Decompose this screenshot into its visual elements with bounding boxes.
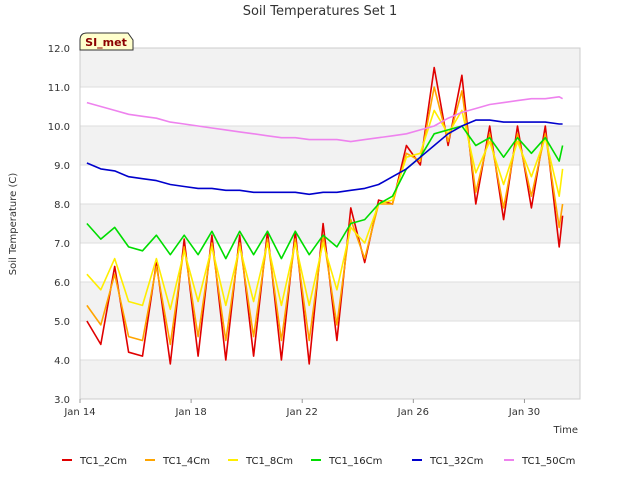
y-tick-label: 6.0 xyxy=(54,278,70,289)
legend-label: TC1_4Cm xyxy=(162,456,210,467)
x-tick-label: Jan 22 xyxy=(286,407,318,418)
legend-label: TC1_32Cm xyxy=(429,456,483,467)
y-tick-label: 3.0 xyxy=(54,395,70,406)
series-line-tc1-32cm xyxy=(86,119,563,196)
series-lines xyxy=(86,66,564,365)
series-line-tc1-50cm xyxy=(86,96,563,143)
y-axis-ticks: 3.0 4.0 5.0 6.0 7.0 8.0 9.0 10.0 11.0 12.0 xyxy=(48,44,70,406)
grid-band xyxy=(80,48,580,87)
legend-label: TC1_2Cm xyxy=(79,456,127,467)
plot-area-frame xyxy=(79,47,581,400)
x-axis-ticks: Jan 14 Jan 18 Jan 22 Jan 26 Jan 30 xyxy=(63,399,540,418)
chart-title: Soil Temperatures Set 1 xyxy=(243,4,398,19)
series-line-tc1-8cm xyxy=(86,109,564,311)
legend-label: TC1_16Cm xyxy=(328,456,382,467)
y-tick-label: 7.0 xyxy=(54,239,70,250)
x-tick-label: Jan 26 xyxy=(397,407,429,418)
grid-bands xyxy=(80,48,580,399)
legend: TC1_2Cm TC1_4Cm TC1_8Cm TC1_16Cm TC1_32Cm TC1… xyxy=(62,456,575,467)
series-line-tc1-16cm xyxy=(86,125,564,260)
x-tick-label: Jan 14 xyxy=(63,407,95,418)
y-tick-label: 5.0 xyxy=(54,317,70,328)
y-axis-title: Soil Temperature (C) xyxy=(8,173,19,276)
y-tick-label: 8.0 xyxy=(54,200,70,211)
y-tick-label: 12.0 xyxy=(48,44,70,55)
grid-band xyxy=(80,204,580,243)
station-badge: SI_met xyxy=(79,32,134,51)
y-tick-label: 10.0 xyxy=(48,122,70,133)
series-line-tc1-4cm xyxy=(86,86,564,346)
y-tick-label: 9.0 xyxy=(54,161,70,172)
x-tick-label: Jan 18 xyxy=(174,407,206,418)
badge-label: SI_met xyxy=(85,36,127,49)
x-tick-label: Jan 30 xyxy=(508,407,540,418)
badge-shape xyxy=(79,32,134,51)
x-axis-title: Time xyxy=(553,425,578,436)
legend-label: TC1_50Cm xyxy=(521,456,575,467)
y-tick-label: 4.0 xyxy=(54,356,70,367)
grid-band xyxy=(80,360,580,399)
legend-label: TC1_8Cm xyxy=(245,456,293,467)
y-tick-label: 11.0 xyxy=(48,83,70,94)
grid-band xyxy=(80,126,580,165)
